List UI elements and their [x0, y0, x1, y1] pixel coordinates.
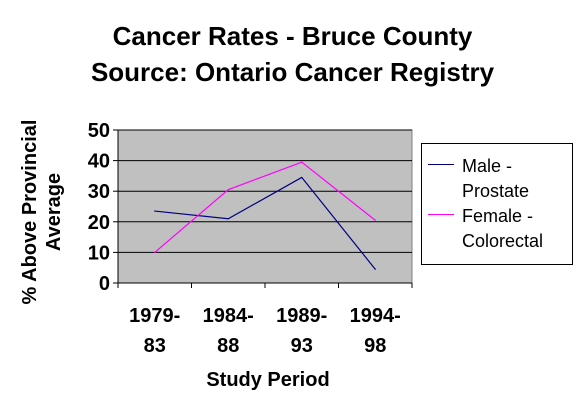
- data-point-female-colorectal: [154, 251, 156, 253]
- data-point-female-colorectal: [227, 189, 229, 191]
- data-point-male-prostate: [301, 176, 303, 179]
- y-tick-label: 20: [88, 212, 110, 234]
- legend-label-male-prostate: Male - Prostate: [462, 156, 530, 201]
- legend: Male - Prostate Female - Colorectal: [421, 143, 573, 265]
- legend-item-male-prostate: Male - Prostate: [422, 154, 572, 204]
- x-tick-label: 1979-: [129, 305, 180, 327]
- chart-subtitle: Source: Ontario Cancer Registry: [90, 57, 495, 87]
- legend-swatch-male-prostate: [428, 164, 454, 165]
- data-point-male-prostate: [154, 210, 156, 212]
- x-tick-label: 1994-: [350, 305, 401, 327]
- x-axis-label: Study Period: [206, 369, 330, 391]
- series-line-male-prostate: [154, 176, 376, 270]
- x-tick-label: 88: [217, 335, 239, 357]
- legend-item-female-colorectal: Female - Colorectal: [422, 204, 572, 254]
- x-tick-label: 1989-: [276, 305, 327, 327]
- series-line-female-colorectal: [154, 161, 376, 253]
- x-tick-label: 98: [364, 335, 386, 357]
- data-point-male-prostate: [374, 268, 376, 270]
- plot-area: [117, 129, 413, 284]
- data-point-female-colorectal: [374, 219, 376, 221]
- data-point-male-prostate: [227, 218, 229, 220]
- y-tick-label: 10: [88, 242, 110, 264]
- legend-label-female-colorectal: Female - Colorectal: [462, 206, 544, 251]
- legend-swatch-female-colorectal: [428, 214, 454, 215]
- x-tick-label: 83: [144, 335, 166, 357]
- y-tick-label: 50: [88, 120, 110, 142]
- chart-title: Cancer Rates - Bruce County: [112, 21, 473, 51]
- x-tick-label: 93: [291, 335, 313, 357]
- y-tick-label: 40: [88, 151, 110, 173]
- x-tick-label: 1984-: [203, 305, 254, 327]
- y-tick-label: 30: [88, 181, 110, 203]
- y-tick-label: 0: [99, 273, 110, 295]
- data-point-female-colorectal: [301, 161, 303, 163]
